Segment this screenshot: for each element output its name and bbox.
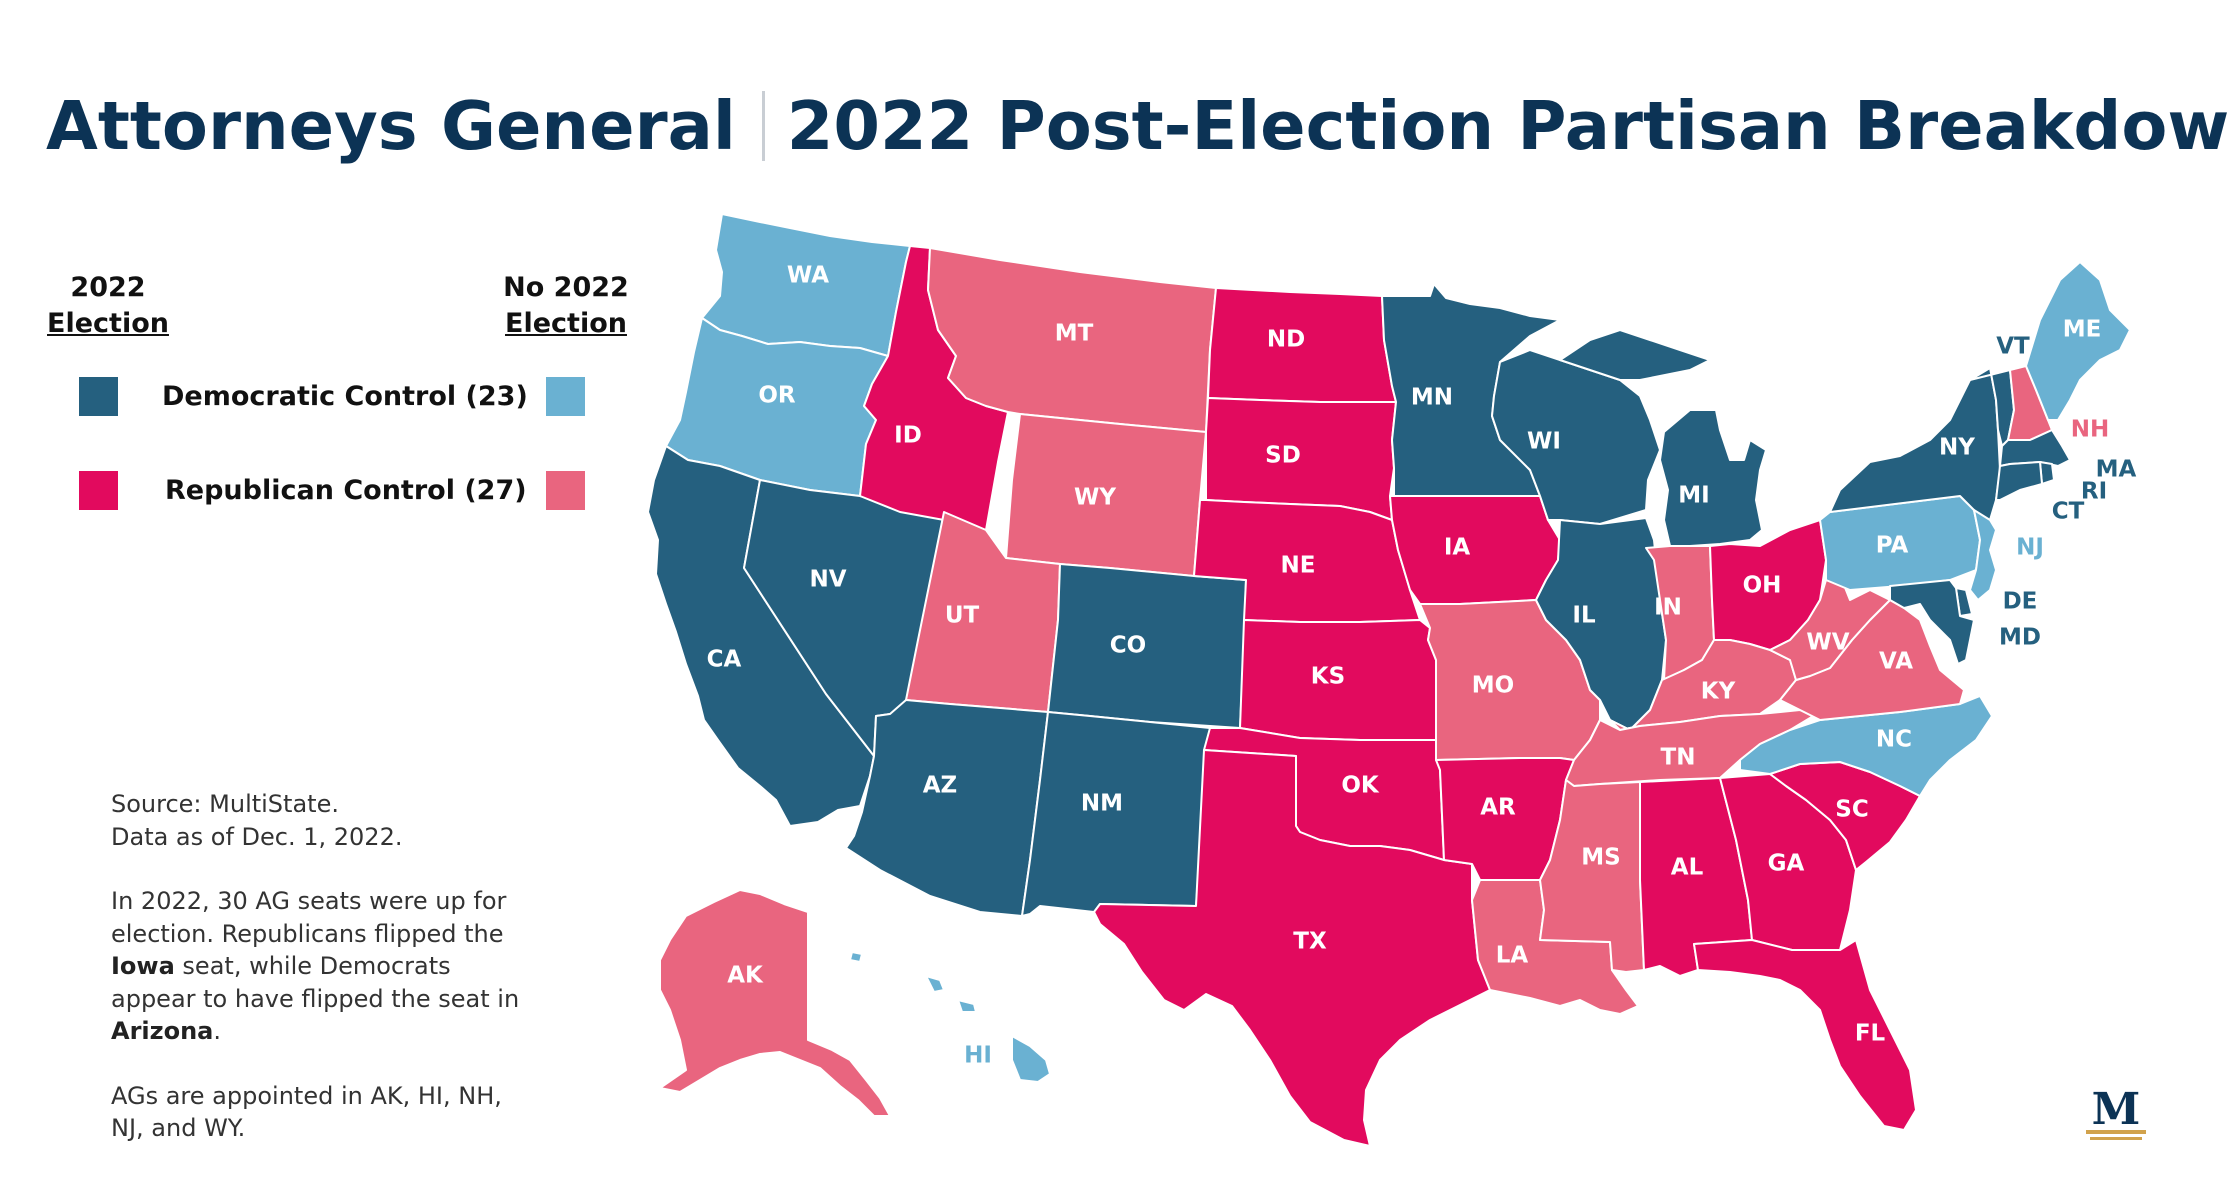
logo-bar-bottom xyxy=(2090,1137,2142,1140)
state-label-mo: MO xyxy=(1472,673,1514,699)
legend-header-no-election: No 2022 Election xyxy=(503,272,629,339)
state-label-de: DE xyxy=(2003,589,2038,615)
state-ct[interactable] xyxy=(1995,461,2043,501)
state-label-ut: UT xyxy=(945,603,980,629)
state-label-mn: MN xyxy=(1411,385,1453,411)
state-label-ne: NE xyxy=(1281,553,1316,579)
state-label-va: VA xyxy=(1879,649,1913,675)
state-co[interactable] xyxy=(1047,563,1247,729)
state-label-nv: NV xyxy=(809,567,846,593)
state-label-ak: AK xyxy=(727,963,764,989)
state-label-vt: VT xyxy=(1996,334,2030,360)
state-label-wv: WV xyxy=(1806,630,1849,656)
state-label-ks: KS xyxy=(1311,664,1345,690)
state-label-ma: MA xyxy=(2096,457,2137,483)
state-label-mi: MI xyxy=(1678,483,1709,509)
state-wv[interactable] xyxy=(1769,579,1891,681)
notes-summary: In 2022, 30 AG seats were up for electio… xyxy=(111,887,520,1045)
state-label-fl: FL xyxy=(1855,1021,1886,1047)
legend-header-election: 2022 Election xyxy=(47,272,169,339)
state-label-ny: NY xyxy=(1939,435,1975,461)
state-me[interactable] xyxy=(2025,261,2131,421)
state-label-wi: WI xyxy=(1527,429,1561,455)
state-label-nd: ND xyxy=(1267,327,1305,353)
state-label-id: ID xyxy=(894,423,922,449)
logo-letter: M xyxy=(2092,1084,2141,1135)
legend-swatch-dem-election xyxy=(79,377,118,416)
state-label-nc: NC xyxy=(1876,727,1912,753)
state-label-md: MD xyxy=(1999,625,2041,651)
state-label-ri: RI xyxy=(2081,479,2107,505)
state-nj[interactable] xyxy=(1969,509,1997,601)
legend-label-dem: Democratic Control (23) xyxy=(162,381,528,412)
notes: Source: MultiState. Data as of Dec. 1, 2… xyxy=(111,788,541,1177)
legend-swatch-rep-no-election xyxy=(546,471,585,510)
title-left: Attorneys General xyxy=(46,87,736,165)
state-label-co: CO xyxy=(1110,633,1146,659)
state-label-tx: TX xyxy=(1293,929,1327,955)
state-label-nm: NM xyxy=(1081,791,1123,817)
state-label-or: OR xyxy=(758,383,796,409)
title-divider xyxy=(761,91,765,161)
state-ia[interactable] xyxy=(1389,495,1561,605)
state-label-sc: SC xyxy=(1835,797,1868,823)
state-tx[interactable] xyxy=(1093,749,1491,1147)
state-label-mt: MT xyxy=(1055,321,1094,347)
state-label-ky: KY xyxy=(1701,679,1736,705)
state-label-wa: WA xyxy=(787,263,829,289)
state-label-ar: AR xyxy=(1480,795,1516,821)
state-label-il: IL xyxy=(1572,603,1596,629)
state-label-az: AZ xyxy=(923,773,957,799)
state-md[interactable] xyxy=(1889,579,1975,665)
legend-swatch-dem-no-election xyxy=(546,377,585,416)
state-label-pa: PA xyxy=(1876,533,1909,559)
state-label-oh: OH xyxy=(1743,573,1782,599)
state-fl[interactable] xyxy=(1693,939,1917,1131)
state-label-hi: HI xyxy=(964,1043,992,1069)
state-label-in: IN xyxy=(1654,595,1682,621)
state-label-me: ME xyxy=(2063,317,2102,343)
state-az[interactable] xyxy=(845,699,1049,917)
legend-swatch-rep-election xyxy=(79,471,118,510)
title-right: 2022 Post-Election Partisan Breakdown xyxy=(786,87,2232,165)
state-ne[interactable] xyxy=(1193,499,1421,623)
state-label-nh: NH xyxy=(2071,417,2110,443)
state-label-ok: OK xyxy=(1341,773,1380,799)
notes-source: Source: MultiState. Data as of Dec. 1, 2… xyxy=(111,790,403,851)
state-label-wy: WY xyxy=(1074,485,1116,511)
logo-bar-top xyxy=(2086,1130,2146,1134)
state-hi[interactable] xyxy=(849,951,1051,1083)
state-label-sd: SD xyxy=(1265,443,1301,469)
state-label-ms: MS xyxy=(1581,845,1620,871)
notes-appointed: AGs are appointed in AK, HI, NH, NJ, and… xyxy=(111,1081,502,1143)
state-label-ca: CA xyxy=(707,647,742,673)
multistate-logo: M xyxy=(2086,1084,2146,1140)
state-ak[interactable] xyxy=(659,889,891,1117)
legend-label-rep: Republican Control (27) xyxy=(165,475,527,506)
state-label-nj: NJ xyxy=(2016,535,2044,561)
state-label-la: LA xyxy=(1496,943,1529,969)
state-label-al: AL xyxy=(1671,855,1704,881)
state-label-ia: IA xyxy=(1444,535,1471,561)
state-label-ct: CT xyxy=(2052,499,2085,525)
state-label-ga: GA xyxy=(1768,851,1805,877)
state-mi[interactable] xyxy=(1559,329,1767,547)
state-label-tn: TN xyxy=(1661,745,1696,771)
page-title: Attorneys General 2022 Post-Election Par… xyxy=(46,76,2232,176)
